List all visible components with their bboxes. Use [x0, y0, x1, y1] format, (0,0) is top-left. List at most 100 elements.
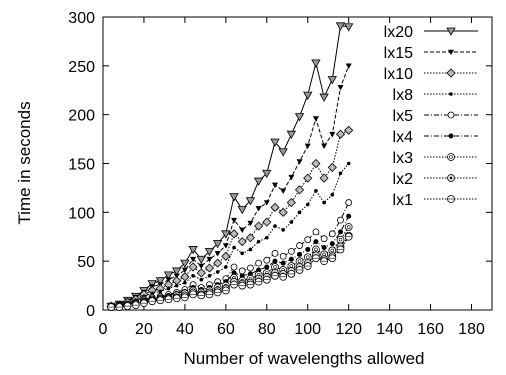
data-point: [280, 188, 287, 194]
data-point: [198, 263, 205, 270]
legend-label: lx15: [384, 45, 413, 62]
y-tick-label: 250: [68, 59, 95, 76]
data-point: [245, 233, 255, 243]
legend-item: lx5: [393, 108, 478, 125]
data-point: [448, 133, 454, 139]
data-point: [322, 200, 326, 205]
data-point: [303, 91, 313, 100]
data-point: [289, 220, 294, 224]
series-lx3: [107, 223, 353, 311]
data-point: [262, 217, 272, 227]
data-point: [321, 244, 327, 250]
legend-item: lx3: [393, 150, 478, 167]
data-point: [327, 162, 337, 172]
data-point: [147, 280, 157, 289]
data-point: [330, 192, 335, 197]
data-point: [335, 129, 346, 139]
data-point: [172, 267, 182, 276]
data-point: [346, 213, 352, 219]
data-point: [212, 240, 223, 249]
data-point: [447, 111, 455, 119]
series-lx8: [109, 161, 351, 309]
x-tick-label: 120: [335, 321, 362, 338]
data-point: [294, 185, 305, 195]
data-point: [270, 202, 280, 213]
data-point: [278, 148, 288, 157]
data-point: [181, 267, 188, 274]
x-tick-label: 20: [135, 321, 153, 338]
data-point: [253, 177, 264, 186]
data-point: [188, 246, 198, 255]
data-point: [166, 286, 171, 291]
data-point: [297, 210, 302, 215]
data-point: [286, 198, 296, 208]
data-point: [163, 271, 174, 280]
data-point: [337, 216, 344, 224]
data-point: [232, 245, 236, 250]
data-point: [296, 242, 303, 249]
data-point: [172, 276, 182, 286]
data-point: [256, 239, 261, 244]
series-line: [111, 25, 349, 307]
series-line: [111, 129, 349, 307]
data-point: [221, 230, 231, 239]
data-point: [344, 125, 354, 135]
series-lx15: [108, 63, 352, 310]
data-point: [270, 138, 280, 147]
data-point: [224, 265, 228, 269]
data-point: [312, 228, 320, 236]
data-point: [447, 153, 455, 161]
data-point: [231, 217, 238, 224]
x-tick-label: 180: [458, 321, 485, 338]
x-tick-label: 160: [417, 321, 444, 338]
data-point: [304, 236, 312, 244]
data-point: [311, 59, 321, 68]
data-point: [196, 255, 206, 265]
data-point: [165, 277, 172, 283]
data-point: [248, 247, 253, 252]
data-point: [313, 239, 319, 245]
legend-label: lx2: [393, 171, 414, 188]
data-point: [320, 235, 328, 243]
data-point: [338, 171, 343, 176]
legend-label: lx8: [393, 87, 414, 104]
data-point-inner: [314, 247, 318, 252]
y-tick-label: 150: [68, 157, 95, 174]
data-point: [345, 63, 352, 69]
data-point: [337, 229, 343, 235]
x-axis-label: Number of wavelengths allowed: [184, 349, 425, 368]
data-point: [305, 202, 310, 207]
legend-item: lx1: [393, 192, 478, 209]
data-point: [281, 228, 285, 232]
data-point: [346, 161, 351, 166]
data-point: [190, 256, 197, 263]
data-point: [297, 251, 303, 257]
data-point: [255, 206, 262, 212]
data-point: [213, 258, 223, 268]
data-point: [337, 85, 344, 91]
data-point: [314, 189, 318, 193]
data-point-inner: [449, 176, 453, 180]
data-point: [264, 264, 270, 270]
data-point-inner: [338, 237, 343, 242]
data-point: [174, 283, 179, 288]
data-point: [180, 259, 190, 268]
data-point: [286, 130, 297, 140]
data-point: [288, 174, 295, 181]
data-point: [263, 200, 270, 206]
data-point: [279, 252, 287, 260]
series-group: [106, 22, 354, 311]
data-point: [345, 199, 353, 206]
data-point: [329, 131, 336, 138]
data-point: [229, 229, 239, 239]
data-point: [238, 267, 246, 275]
data-point: [204, 248, 215, 257]
legend-item: lx2: [393, 171, 478, 188]
legend-item: lx15: [384, 45, 478, 62]
data-point: [199, 277, 204, 282]
data-point: [343, 23, 354, 32]
legend-item: lx4: [393, 129, 478, 146]
legend-item: lx8: [393, 87, 478, 104]
